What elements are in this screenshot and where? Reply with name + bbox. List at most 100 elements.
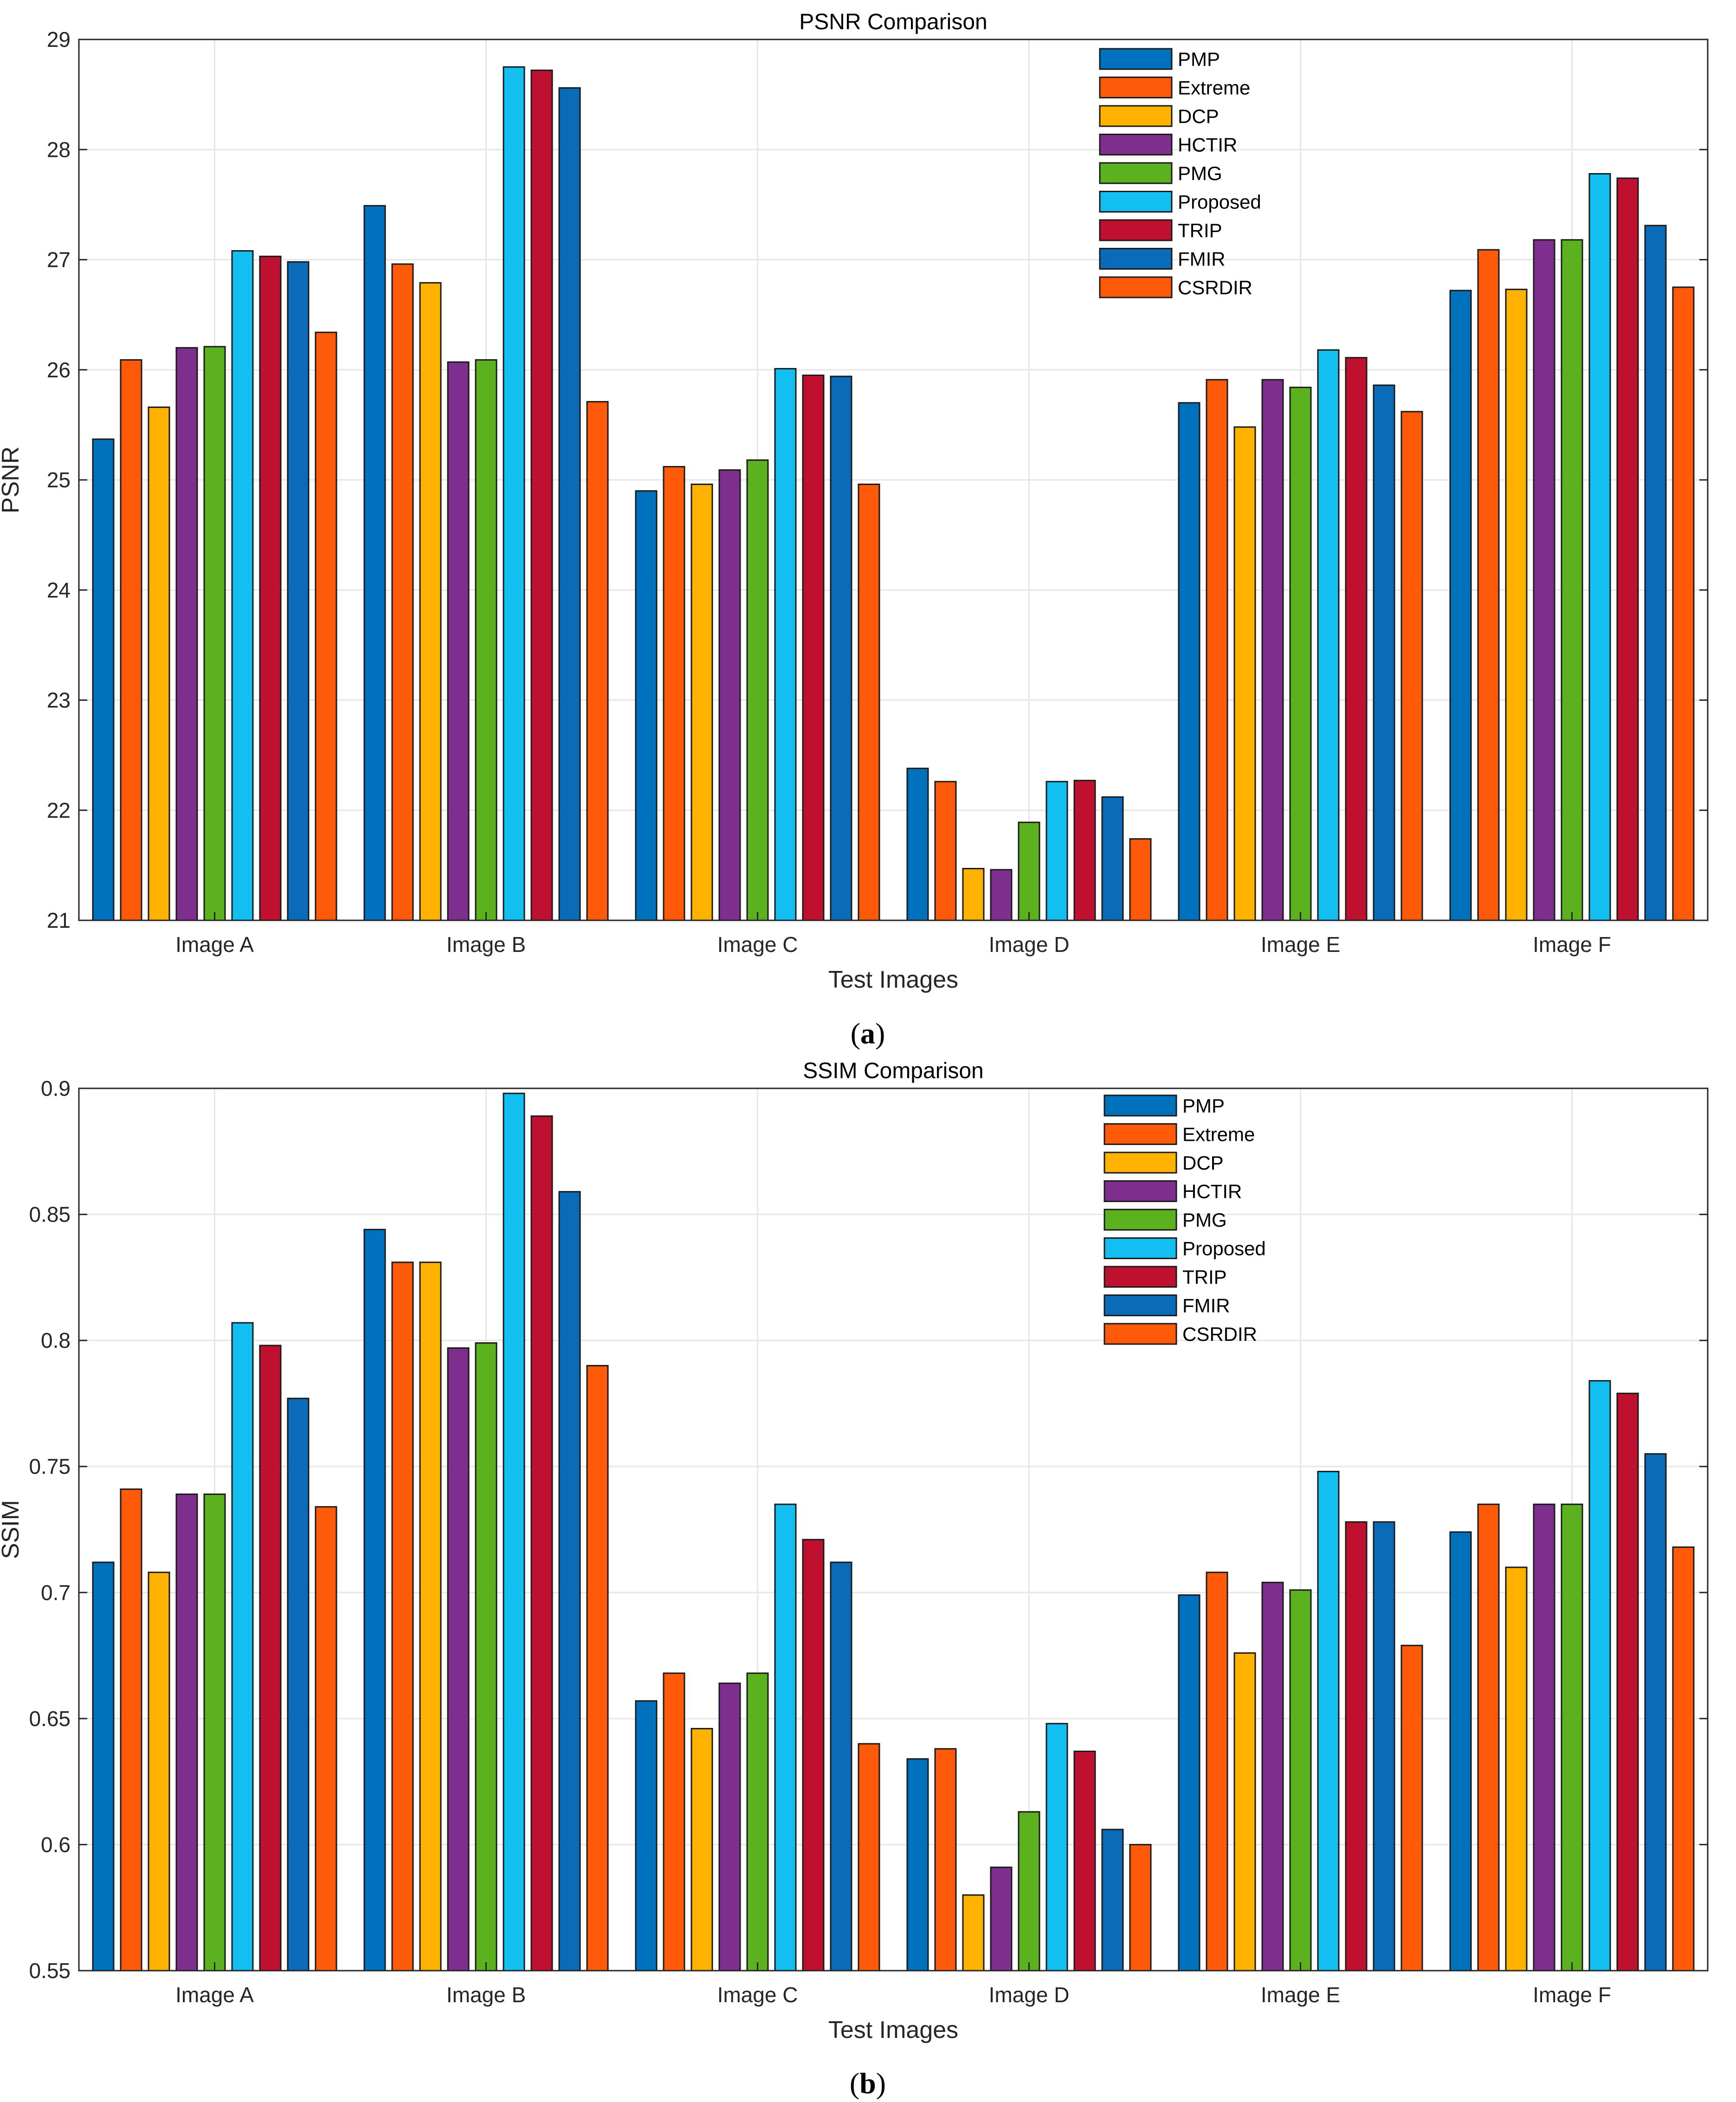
bar-pmg-image-f bbox=[1561, 1503, 1583, 1972]
bar-pmp-image-d bbox=[906, 768, 929, 921]
bar-csrdir-image-b bbox=[586, 1365, 609, 1972]
bar-proposed-image-c bbox=[774, 368, 797, 921]
bar-pmp-image-b bbox=[363, 205, 386, 921]
bar-extreme-image-f bbox=[1477, 249, 1500, 921]
bar-fmir-image-b bbox=[558, 87, 581, 921]
bar-hctir-image-f bbox=[1533, 1503, 1555, 1972]
bar-fmir-image-b bbox=[558, 1191, 581, 1972]
bar-pmp-image-a bbox=[92, 438, 115, 921]
bar-extreme-image-b bbox=[391, 263, 414, 921]
legend-label-dcp: DCP bbox=[1178, 105, 1219, 127]
legend: PMP Extreme DCP HCTIR PMG Proposed TRIP FMIR CSR… bbox=[1104, 1094, 1266, 1345]
bar-trip-image-a bbox=[259, 1345, 282, 1972]
legend-label-csrdir: CSRDIR bbox=[1178, 277, 1252, 298]
panel-label-a: (a) bbox=[851, 1017, 885, 1050]
legend: PMP Extreme DCP HCTIR PMG Proposed TRIP FMIR CSR… bbox=[1099, 48, 1261, 298]
legend-swatch-fmir bbox=[1104, 1294, 1177, 1316]
legend-swatch-csrdir bbox=[1099, 276, 1173, 298]
bar-csrdir-image-e bbox=[1400, 1644, 1423, 1972]
x-tick-label: Image F bbox=[1533, 932, 1611, 957]
bar-extreme-image-c bbox=[663, 1672, 685, 1972]
legend-swatch-fmir bbox=[1099, 248, 1173, 270]
y-tick-label: 0.65 bbox=[29, 1707, 71, 1731]
bar-dcp-image-c bbox=[691, 483, 713, 921]
axes-box bbox=[78, 1087, 1709, 1972]
bar-trip-image-b bbox=[530, 69, 553, 921]
y-axis-label: SSIM bbox=[0, 1500, 24, 1559]
bar-proposed-image-b bbox=[503, 66, 525, 921]
bar-fmir-image-c bbox=[830, 1561, 852, 1972]
bar-pmg-image-c bbox=[746, 459, 769, 921]
bar-csrdir-image-c bbox=[858, 483, 880, 921]
bar-pmg-image-b bbox=[475, 359, 497, 921]
bar-hctir-image-c bbox=[718, 1682, 741, 1972]
bar-dcp-image-b bbox=[419, 282, 442, 921]
bar-extreme-image-f bbox=[1477, 1503, 1500, 1972]
bar-fmir-image-c bbox=[830, 375, 852, 921]
y-axis-label: PSNR bbox=[0, 446, 24, 513]
bar-trip-image-c bbox=[802, 1539, 825, 1972]
bar-trip-image-b bbox=[530, 1115, 553, 1972]
bar-fmir-image-f bbox=[1644, 225, 1667, 921]
bar-dcp-image-f bbox=[1505, 1566, 1528, 1972]
bar-csrdir-image-a bbox=[315, 1506, 337, 1972]
x-tick-label: Image C bbox=[717, 932, 798, 957]
bar-hctir-image-a bbox=[175, 347, 198, 921]
bar-extreme-image-d bbox=[934, 781, 957, 921]
bar-pmg-image-a bbox=[203, 346, 226, 921]
legend-swatch-extreme bbox=[1104, 1123, 1177, 1145]
bar-pmg-image-e bbox=[1289, 387, 1312, 921]
legend-label-hctir: HCTIR bbox=[1182, 1181, 1242, 1203]
bar-extreme-image-d bbox=[934, 1748, 957, 1972]
y-tick-label: 0.85 bbox=[29, 1203, 71, 1227]
bar-fmir-image-d bbox=[1101, 796, 1124, 921]
bar-pmg-image-b bbox=[475, 1342, 497, 1972]
legend-label-extreme: Extreme bbox=[1178, 77, 1250, 99]
bar-dcp-image-b bbox=[419, 1261, 442, 1972]
x-tick-label: Image C bbox=[717, 1983, 798, 2007]
legend-swatch-pmg bbox=[1104, 1209, 1177, 1231]
bar-hctir-image-d bbox=[990, 1866, 1013, 1972]
y-tick-label: 23 bbox=[47, 688, 71, 712]
y-tick-label: 22 bbox=[47, 798, 71, 822]
bar-fmir-image-a bbox=[287, 1397, 310, 1972]
bar-csrdir-image-b bbox=[586, 401, 609, 921]
bar-extreme-image-e bbox=[1206, 379, 1228, 921]
legend-label-trip: TRIP bbox=[1178, 220, 1222, 241]
y-tick-label: 0.9 bbox=[41, 1076, 71, 1100]
legend-label-proposed: Proposed bbox=[1178, 191, 1261, 213]
legend-label-fmir: FMIR bbox=[1178, 248, 1226, 270]
y-tick-label: 0.8 bbox=[41, 1328, 71, 1352]
bar-fmir-image-a bbox=[287, 261, 310, 921]
legend-label-pmg: PMG bbox=[1178, 162, 1222, 184]
bar-dcp-image-d bbox=[962, 1894, 985, 1972]
bar-dcp-image-e bbox=[1233, 1652, 1256, 1972]
bar-extreme-image-c bbox=[663, 466, 685, 921]
y-tick-label: 29 bbox=[47, 27, 71, 52]
bar-trip-image-d bbox=[1073, 1750, 1096, 1972]
x-tick-label: Image A bbox=[175, 1983, 254, 2007]
legend-swatch-proposed bbox=[1104, 1237, 1177, 1259]
plot-area bbox=[79, 1088, 1708, 1971]
bar-pmg-image-f bbox=[1561, 239, 1583, 921]
chart-title: SSIM Comparison bbox=[803, 1059, 983, 1083]
y-tick-label: 24 bbox=[47, 578, 71, 602]
x-tick-label: Image B bbox=[446, 1983, 526, 2007]
x-tick-label: Image E bbox=[1261, 1983, 1340, 2007]
y-tick-label: 27 bbox=[47, 248, 71, 272]
legend-label-trip: TRIP bbox=[1182, 1266, 1227, 1288]
x-axis-label: Test Images bbox=[828, 966, 958, 993]
bar-pmp-image-c bbox=[635, 490, 658, 921]
y-tick-label: 21 bbox=[47, 908, 71, 932]
y-tick-label: 0.75 bbox=[29, 1455, 71, 1479]
bar-proposed-image-d bbox=[1045, 1723, 1068, 1972]
legend-label-pmg: PMG bbox=[1182, 1209, 1227, 1231]
legend-label-extreme: Extreme bbox=[1182, 1124, 1255, 1145]
bar-hctir-image-b bbox=[447, 1347, 470, 1972]
y-tick-label: 26 bbox=[47, 358, 71, 382]
ssim-chart: 0.55 0.6 0.65 0.7 0.75 0.8 0.85 0.9 Image A Image… bbox=[0, 1059, 1709, 2044]
bar-dcp-image-d bbox=[962, 867, 985, 921]
x-tick-label: Image D bbox=[989, 932, 1070, 957]
panel-label-b: (b) bbox=[850, 2067, 886, 2100]
